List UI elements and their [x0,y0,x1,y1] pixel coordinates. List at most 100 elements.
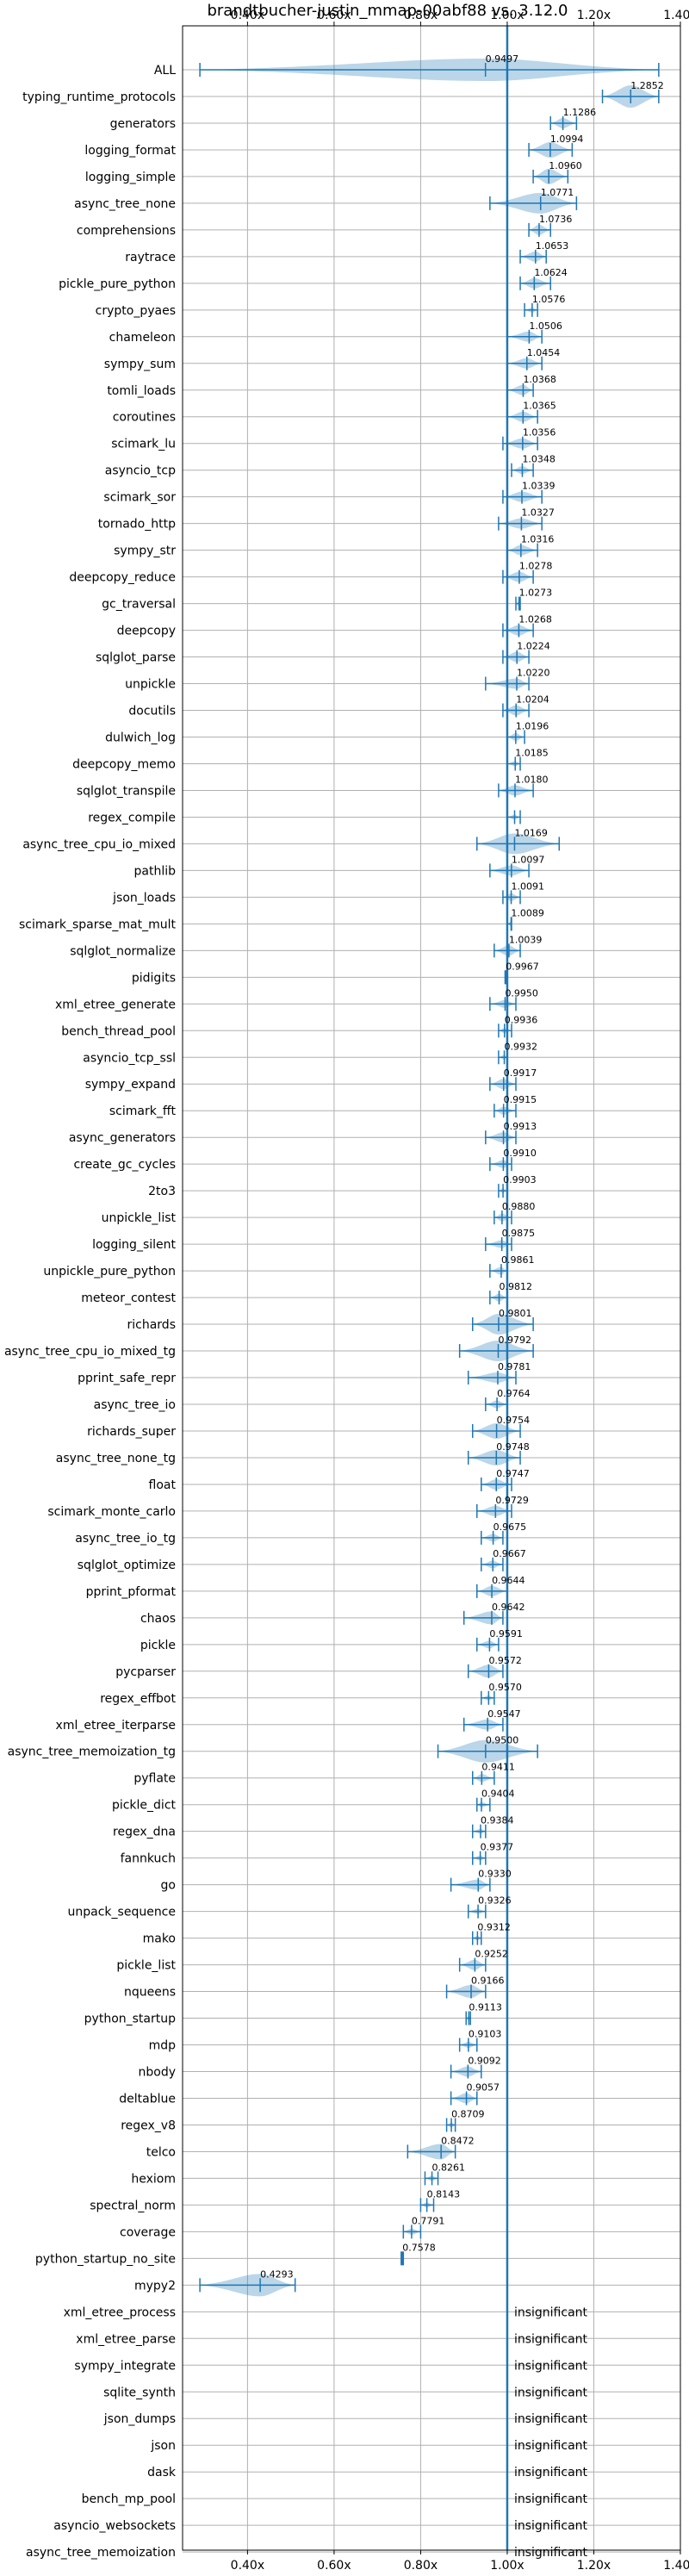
x-tick-label-bottom: 0.60x [317,2559,351,2573]
x-tick-label-bottom: 1.00x [490,2559,524,2573]
value-label: 0.9729 [495,1495,529,1506]
value-label: 0.9903 [503,1174,537,1185]
benchmark-label: richards_super [87,1425,176,1439]
value-label: 0.9913 [504,1121,537,1132]
benchmark-label: meteor_contest [81,1291,176,1305]
benchmark-label: hexiom [131,2172,176,2186]
value-label: 0.9092 [468,2056,501,2067]
value-label: 1.0039 [509,934,543,945]
value-label: 1.0204 [516,694,549,706]
benchmark-label: float [149,1478,177,1492]
value-label: 1.0169 [514,827,548,838]
value-label: 1.0356 [523,427,556,439]
value-label: 1.0224 [517,641,550,652]
benchmark-label: async_tree_cpu_io_mixed_tg [4,1345,176,1359]
x-tick-label-bottom: 1.20x [577,2559,611,2573]
benchmark-label: async_tree_io_tg [75,1532,176,1546]
x-tick-label-bottom: 0.40x [231,2559,264,2573]
value-label: 1.0576 [532,294,566,305]
value-label: 0.9591 [489,1628,523,1640]
value-label: 1.0339 [522,481,556,492]
value-label: 1.0268 [518,614,552,625]
plot-frame [182,25,681,2551]
benchmark-label: json_dumps [103,2412,176,2426]
value-label: 0.9675 [493,1521,527,1533]
value-label: 0.9113 [469,2002,502,2013]
benchmark-label: deepcopy [117,625,176,638]
value-label: 0.9570 [488,1682,522,1693]
value-label: 1.0196 [516,721,549,732]
benchmark-label: xml_etree_iterparse [56,1719,176,1733]
value-label: 0.9801 [499,1308,532,1319]
value-label: 0.9500 [486,1735,519,1746]
benchmark-label: async_generators [69,1131,176,1145]
value-label: 0.9792 [499,1335,532,1346]
value-label: 0.9936 [505,1014,538,1025]
benchmark-label: asyncio_tcp_ssl [83,1051,176,1065]
value-label: 1.0624 [534,267,568,278]
value-label: 0.9384 [481,1815,514,1826]
benchmark-label: sqlglot_parse [96,651,176,665]
benchmark-label: scimark_monte_carlo [47,1505,176,1519]
value-label: 0.9915 [504,1094,537,1105]
benchmark-label: nbody [139,2066,177,2080]
benchmark-label: ALL [154,64,176,78]
benchmark-label: bench_mp_pool [82,2492,176,2506]
value-label: 1.0185 [515,747,549,758]
insignificant-label: insignificant [514,2546,588,2560]
benchmark-label: deepcopy_reduce [69,571,176,585]
value-label: 1.0273 [519,588,553,599]
benchmark-label: dulwich_log [105,731,176,745]
value-label: 1.0091 [512,880,545,892]
value-label: 1.0771 [541,187,574,198]
insignificant-label: insignificant [514,2359,588,2373]
value-label: 1.0365 [523,401,556,412]
value-label: 1.0316 [521,534,555,545]
benchmark-label: mdp [149,2039,177,2053]
insignificant-label: insignificant [514,2439,588,2453]
value-label: 1.0454 [527,347,561,358]
benchmark-label: gc_traversal [102,598,176,612]
benchmark-label: tomli_loads [107,384,176,398]
benchmark-label: regex_dna [113,1826,176,1839]
benchmark-label: async_tree_none [74,197,176,211]
value-label: 1.0348 [522,454,556,465]
benchmark-label: unpickle [125,678,176,692]
benchmark-label: typing_runtime_protocols [22,90,176,104]
value-label: 0.9764 [497,1388,531,1399]
benchmark-label: deepcopy_memo [72,757,176,771]
value-label: 0.9547 [487,1708,521,1720]
benchmark-label: coroutines [113,411,176,425]
value-label: 0.9875 [502,1228,536,1239]
value-label: 1.0960 [549,160,582,171]
chart-title: brandtbucher-justin_mmap-00abf88 vs. 3.1… [207,2,568,20]
insignificant-label: insignificant [514,2519,588,2533]
ticks-layer: 0.40x 0.40x 0.60x 0.60x 0.80x 0.80x 1.00x 1.00x… [231,9,689,2573]
benchmark-label: pidigits [132,971,176,985]
value-label: 0.9497 [486,53,519,65]
insignificant-label: insignificant [514,2332,588,2346]
value-label: 0.9644 [492,1575,525,1586]
benchmark-label: scimark_sparse_mat_mult [19,918,176,931]
value-label: 1.0097 [512,854,545,865]
insignificant-label: insignificant [514,2386,588,2399]
x-tick-label-top: 0.80x [404,9,438,22]
value-label: 1.0736 [539,214,573,225]
benchmark-label: chameleon [109,331,176,345]
value-label: 0.9967 [506,961,539,972]
benchmark-label: mypy2 [134,2279,176,2293]
benchmark-label: coverage [120,2225,176,2239]
value-label: 0.8143 [427,2188,460,2200]
benchmark-label: unpickle_list [102,1211,177,1225]
value-label: 0.9103 [469,2029,502,2040]
x-tick-label-top: 1.20x [577,9,611,22]
value-label: 0.9166 [471,1976,505,1987]
benchmark-label: bench_thread_pool [61,1024,176,1038]
benchmark-label: pickle_list [116,1959,176,1973]
benchmark-label: create_gc_cycles [73,1158,176,1172]
benchmark-label: logging_silent [92,1238,176,1252]
benchmark-label: pyflate [133,1772,176,1786]
value-label: 0.9411 [481,1762,515,1773]
value-label: 0.9252 [475,1949,508,1960]
